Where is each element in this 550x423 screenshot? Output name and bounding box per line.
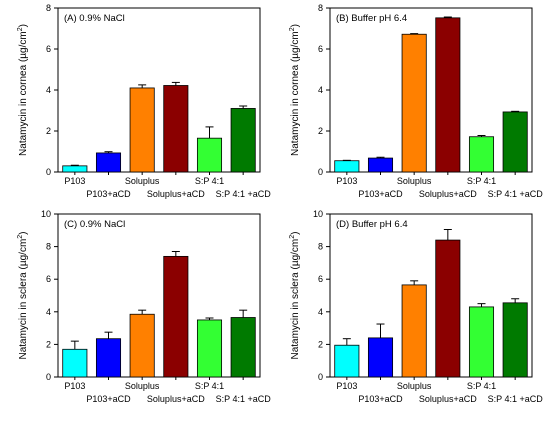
category-label: S:P 4:1 — [195, 381, 224, 391]
bar-1 — [62, 348, 88, 378]
bar-4 — [163, 255, 189, 378]
category-label: S:P 4:1 — [467, 176, 496, 186]
y-tick-label: 6 — [318, 274, 323, 284]
plot-frame — [57, 213, 261, 378]
bar-5 — [468, 136, 495, 173]
bar-6 — [502, 302, 528, 378]
y-tick-label: 6 — [46, 44, 51, 54]
category-label: Soluplus+aCD — [147, 394, 205, 404]
y-tick-label: 10 — [313, 209, 323, 219]
category-label: Soluplus — [125, 381, 160, 391]
category-label: Soluplus — [397, 176, 432, 186]
category-label: P103 — [64, 176, 85, 186]
category-label: Soluplus+aCD — [419, 189, 477, 199]
y-axis-title-end: ) — [290, 231, 301, 234]
y-axis-title-end: ) — [18, 24, 29, 27]
panel-title: (C) 0.9% NaCl — [64, 219, 125, 230]
y-axis-title-text: Natamycin in sclera (µg/cm — [290, 239, 301, 360]
category-label: P103 — [64, 381, 85, 391]
y-tick-label: 4 — [46, 85, 51, 95]
bar-5 — [196, 137, 223, 173]
panel-title: (B) Buffer pH 6.4 — [336, 13, 407, 24]
y-axis-title-superscript: 2 — [289, 27, 296, 31]
bar-2 — [367, 157, 394, 173]
category-label: P103+aCD — [86, 394, 131, 404]
bar-1 — [334, 344, 360, 378]
bar-2 — [95, 338, 122, 378]
y-tick-label: 6 — [46, 274, 51, 284]
category-label: Soluplus — [397, 381, 432, 391]
y-axis-title-end: ) — [18, 231, 29, 234]
y-axis-title: Natamycin in cornea (µg/cm2) — [289, 24, 301, 156]
bar-5 — [468, 306, 495, 378]
y-tick-label: 2 — [46, 339, 51, 349]
y-tick-label: 4 — [46, 307, 51, 317]
category-label: P103 — [336, 176, 357, 186]
y-tick-label: 4 — [318, 85, 323, 95]
y-tick-label: 8 — [46, 242, 51, 252]
category-label: Soluplus+aCD — [419, 394, 477, 404]
category-label: S:P 4:1 +aCD — [488, 189, 544, 199]
y-axis-title: Natamycin in sclera (µg/cm2) — [289, 231, 301, 359]
category-label: S:P 4:1 +aCD — [216, 394, 272, 404]
bar-3 — [401, 33, 427, 173]
bar-2 — [367, 337, 394, 378]
y-tick-label: 0 — [318, 372, 323, 382]
y-tick-label: 0 — [46, 167, 51, 177]
y-axis-title: Natamycin in sclera (µg/cm2) — [17, 231, 29, 359]
category-label: Soluplus — [125, 176, 160, 186]
bar-3 — [401, 284, 427, 378]
bar-5 — [196, 319, 223, 378]
category-label: P103+aCD — [86, 189, 131, 199]
y-axis-title-superscript: 2 — [17, 27, 24, 31]
bar-3 — [129, 313, 155, 378]
y-tick-label: 0 — [318, 167, 323, 177]
bar-6 — [230, 108, 256, 173]
y-axis-title-text: Natamycin in cornea (µg/cm — [290, 31, 301, 156]
bar-6 — [502, 111, 528, 173]
bar-3 — [129, 87, 155, 173]
bar-4 — [435, 17, 461, 173]
y-tick-label: 8 — [318, 242, 323, 252]
category-label: P103+aCD — [358, 394, 403, 404]
y-axis-title-text: Natamycin in sclera (µg/cm — [18, 239, 29, 360]
category-label: P103 — [336, 381, 357, 391]
plot-frame — [329, 213, 533, 378]
panel-title: (A) 0.9% NaCl — [64, 13, 125, 24]
category-label: S:P 4:1 +aCD — [488, 394, 544, 404]
y-tick-label: 0 — [46, 372, 51, 382]
bar-6 — [230, 317, 256, 378]
bar-4 — [435, 239, 461, 378]
y-axis-title-superscript: 2 — [17, 235, 24, 239]
category-label: S:P 4:1 +aCD — [216, 189, 272, 199]
y-axis-title-superscript: 2 — [289, 235, 296, 239]
y-tick-label: 4 — [318, 307, 323, 317]
y-tick-label: 8 — [46, 3, 51, 13]
y-axis-title-end: ) — [290, 24, 301, 27]
category-label: Soluplus+aCD — [147, 189, 205, 199]
y-tick-label: 2 — [318, 339, 323, 349]
bar-4 — [163, 85, 189, 173]
y-axis-title: Natamycin in cornea (µg/cm2) — [17, 24, 29, 156]
plot-frame — [329, 7, 533, 173]
bar-1 — [62, 165, 88, 173]
y-tick-label: 10 — [41, 209, 51, 219]
panel-title: (D) Buffer pH 6.4 — [336, 219, 408, 230]
bar-1 — [334, 160, 360, 173]
y-tick-label: 2 — [46, 126, 51, 136]
y-tick-label: 6 — [318, 44, 323, 54]
category-label: P103+aCD — [358, 189, 403, 199]
category-label: S:P 4:1 — [467, 381, 496, 391]
bar-2 — [95, 152, 122, 173]
y-tick-label: 8 — [318, 3, 323, 13]
category-label: S:P 4:1 — [195, 176, 224, 186]
y-tick-label: 2 — [318, 126, 323, 136]
y-axis-title-text: Natamycin in cornea (µg/cm — [18, 31, 29, 156]
plot-frame — [57, 7, 261, 173]
